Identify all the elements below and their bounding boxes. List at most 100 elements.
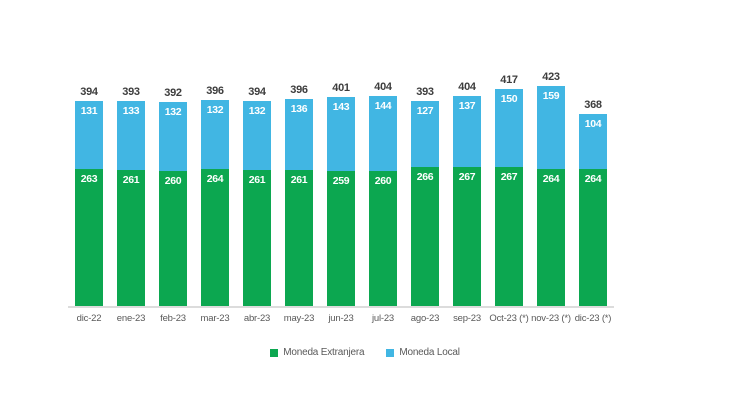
bar-segment-moneda-local: 127 xyxy=(411,101,439,168)
bar-segment-moneda-extranjera: 261 xyxy=(285,170,313,306)
bar-segment-moneda-extranjera: 266 xyxy=(411,167,439,306)
x-axis-label: sep-23 xyxy=(453,313,481,324)
bar-segment-value: 132 xyxy=(248,105,266,118)
x-axis-label: nov-23 (*) xyxy=(531,313,571,324)
bar-segment-moneda-extranjera: 261 xyxy=(243,170,271,306)
legend-swatch-green-icon xyxy=(270,348,279,357)
bar-segment-value: 263 xyxy=(80,173,98,185)
bar-segment-moneda-local: 132 xyxy=(243,101,271,170)
legend-item-moneda-extranjera: Moneda Extranjera xyxy=(270,347,365,358)
bar-segment-value: 264 xyxy=(542,172,560,185)
bar-total-label: 404 xyxy=(458,80,476,93)
bar-segment-moneda-extranjera: 259 xyxy=(327,171,355,306)
bar-segment-value: 104 xyxy=(584,118,602,131)
stacked-bar: 133 261 xyxy=(117,100,145,306)
bar-segment-value: 264 xyxy=(584,172,602,185)
bar-total-label: 404 xyxy=(374,80,392,93)
plot-area: 394 131 263 393 133 261 392 132 260 396 132 264 394 1… xyxy=(68,56,614,308)
stacked-bar: 132 260 xyxy=(159,101,187,306)
bar-column: 423 159 264 xyxy=(530,56,572,306)
legend-swatch-blue-icon xyxy=(386,348,395,357)
bar-segment-value: 264 xyxy=(206,172,224,185)
bar-column: 396 132 264 xyxy=(194,56,236,306)
bar-segment-moneda-local: 137 xyxy=(453,95,481,167)
legend-label: Moneda Local xyxy=(399,347,460,358)
x-axis-label: jun-23 xyxy=(328,313,354,324)
bar-total-label: 393 xyxy=(122,85,140,98)
bar-column: 404 137 267 xyxy=(446,56,488,306)
bar-segment-moneda-local: 131 xyxy=(75,100,103,169)
x-axis-label: ago-23 xyxy=(410,313,440,324)
bar-column: 394 131 263 xyxy=(68,56,110,306)
bar-segment-value: 260 xyxy=(164,174,182,187)
stacked-bar: 104 264 xyxy=(579,114,607,306)
bar-column: 401 143 259 xyxy=(320,56,362,306)
bar-segment-value: 266 xyxy=(416,171,434,184)
x-axis-label: jul-23 xyxy=(371,313,395,324)
bar-total-label: 368 xyxy=(584,99,602,112)
legend: Moneda Extranjera Moneda Local xyxy=(0,347,730,358)
bar-segment-moneda-local: 132 xyxy=(201,99,229,169)
bar-segment-value: 261 xyxy=(122,174,140,186)
stacked-bar: 144 260 xyxy=(369,95,397,306)
bar-segment-moneda-local: 133 xyxy=(117,100,145,170)
bar-segment-moneda-extranjera: 263 xyxy=(75,169,103,306)
stacked-bar: 150 267 xyxy=(495,88,523,306)
bar-segment-moneda-extranjera: 260 xyxy=(369,170,397,306)
bar-total-label: 392 xyxy=(164,86,182,99)
stacked-bar: 143 259 xyxy=(327,96,355,306)
bar-column: 394 132 261 xyxy=(236,56,278,306)
legend-label: Moneda Extranjera xyxy=(283,347,365,358)
bar-segment-moneda-extranjera: 267 xyxy=(495,166,523,306)
bar-segment-moneda-local: 143 xyxy=(327,96,355,172)
bar-segment-moneda-local: 150 xyxy=(495,88,523,167)
bar-column: 368 104 264 xyxy=(572,56,614,306)
bar-segment-value: 132 xyxy=(206,103,224,116)
x-axis-label: feb-23 xyxy=(160,313,186,324)
legend-item-moneda-local: Moneda Local xyxy=(386,347,460,358)
x-axis-labels: dic-22 ene-23 feb-23 mar-23 abr-23 may-23 jun-… xyxy=(68,313,614,324)
bar-segment-moneda-local: 136 xyxy=(285,99,313,170)
bar-column: 404 144 260 xyxy=(362,56,404,306)
x-axis-label: ene-23 xyxy=(116,313,146,324)
bar-total-label: 394 xyxy=(248,86,266,99)
bar-segment-value: 261 xyxy=(290,174,308,186)
bar-segment-value: 260 xyxy=(374,174,392,187)
bar-column: 417 150 267 xyxy=(488,56,530,306)
stacked-bar: 131 263 xyxy=(75,100,103,306)
bar-segment-value: 159 xyxy=(542,89,560,102)
bar-total-label: 417 xyxy=(500,73,518,86)
bar-segment-value: 267 xyxy=(500,170,518,183)
bar-total-label: 394 xyxy=(80,85,98,98)
x-axis-label: Oct-23 (*) xyxy=(489,313,529,324)
bar-total-label: 396 xyxy=(290,84,308,97)
bar-segment-moneda-extranjera: 267 xyxy=(453,166,481,306)
bar-column: 393 127 266 xyxy=(404,56,446,306)
bar-segment-value: 133 xyxy=(122,104,140,117)
bar-segment-value: 127 xyxy=(416,105,434,118)
bar-segment-value: 132 xyxy=(164,105,182,118)
x-axis-label: dic-22 xyxy=(76,313,102,324)
bar-segment-value: 150 xyxy=(500,92,518,105)
bar-segment-value: 143 xyxy=(332,100,350,113)
bar-segment-value: 131 xyxy=(80,104,98,117)
stacked-bar: 159 264 xyxy=(537,85,565,306)
bar-total-label: 393 xyxy=(416,86,434,99)
bar-segment-moneda-extranjera: 264 xyxy=(201,168,229,306)
x-axis-label: mar-23 xyxy=(200,313,230,324)
x-axis-label: may-23 xyxy=(283,313,315,324)
bar-column: 392 132 260 xyxy=(152,56,194,306)
bar-segment-value: 259 xyxy=(332,175,350,188)
bar-total-label: 401 xyxy=(332,81,350,94)
bar-segment-moneda-local: 104 xyxy=(579,114,607,169)
stacked-bar: 136 261 xyxy=(285,99,313,306)
x-axis-label: dic-23 (*) xyxy=(574,313,612,324)
bar-segment-moneda-extranjera: 260 xyxy=(159,170,187,306)
bar-segment-moneda-local: 144 xyxy=(369,95,397,171)
bar-segment-value: 144 xyxy=(374,99,392,112)
bar-column: 396 136 261 xyxy=(278,56,320,306)
stacked-bar: 127 266 xyxy=(411,101,439,306)
bar-segment-value: 261 xyxy=(248,174,266,186)
stacked-bar: 132 264 xyxy=(201,99,229,306)
